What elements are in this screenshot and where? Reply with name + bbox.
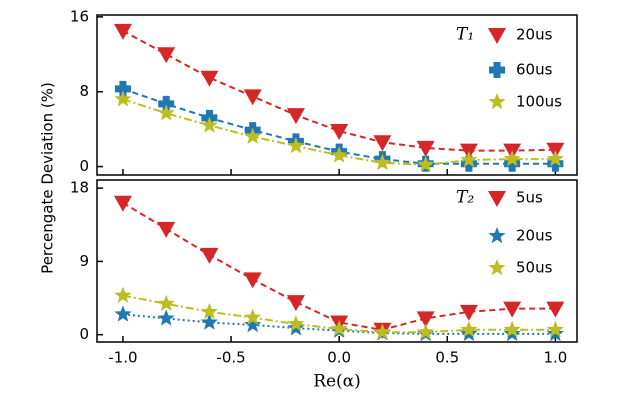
- data-point: [546, 320, 564, 338]
- data-point: [114, 305, 132, 322]
- data-point: [244, 127, 262, 144]
- data-point: [157, 309, 175, 326]
- y-axis-label: Percengate Deviation (%): [39, 82, 57, 274]
- data-point: [503, 320, 521, 338]
- data-point: [157, 47, 176, 64]
- data-point: [114, 80, 131, 97]
- y-tick-label: 9: [79, 252, 89, 270]
- legend-title: T₁: [456, 25, 474, 45]
- data-point: [546, 301, 565, 318]
- data-point: [287, 315, 305, 332]
- y-tick-label: 0: [79, 157, 89, 175]
- legend-label: 60us: [516, 61, 553, 79]
- data-point: [200, 247, 219, 264]
- data-point: [200, 313, 218, 330]
- data-point: [200, 116, 218, 133]
- legend-marker: [488, 259, 506, 276]
- x-tick-label: 0.0: [327, 349, 351, 367]
- legend-label: 50us: [516, 259, 553, 277]
- data-point: [373, 323, 391, 340]
- data-point: [286, 295, 305, 312]
- data-point: [460, 151, 478, 168]
- y-tick-label: 16: [70, 7, 89, 25]
- data-point: [416, 311, 435, 328]
- data-point: [157, 221, 176, 238]
- data-point: [546, 150, 564, 167]
- data-point: [244, 308, 262, 325]
- legend-marker: [489, 62, 505, 78]
- series-line: [122, 98, 556, 166]
- data-point: [113, 195, 132, 212]
- data-point: [244, 315, 262, 333]
- data-point: [157, 294, 175, 312]
- series-line: [122, 294, 556, 334]
- data-point: [286, 108, 305, 125]
- data-point: [416, 140, 435, 157]
- y-tick-label: 18: [70, 179, 89, 197]
- x-tick-label: -1.0: [108, 349, 137, 367]
- data-point: [158, 95, 175, 112]
- data-point: [373, 135, 392, 152]
- data-point: [373, 153, 391, 171]
- data-point: [330, 124, 349, 141]
- legend-label: 5us: [516, 189, 543, 207]
- series-line: [122, 201, 556, 331]
- x-axis-label: Re(α): [313, 372, 361, 392]
- legend-label: 20us: [516, 227, 553, 245]
- legend-label: 100us: [516, 93, 562, 111]
- data-point: [460, 320, 478, 338]
- x-tick-label: -0.5: [216, 349, 245, 367]
- series-line: [122, 30, 556, 152]
- data-point: [200, 70, 219, 87]
- data-point: [243, 89, 262, 106]
- data-point: [200, 302, 218, 320]
- data-point: [114, 286, 132, 303]
- data-point: [503, 150, 521, 167]
- data-point: [459, 304, 478, 321]
- data-point: [113, 23, 132, 40]
- data-point: [504, 155, 521, 172]
- legend-marker: [488, 191, 506, 207]
- data-point: [547, 155, 564, 172]
- data-point: [114, 90, 132, 107]
- legend-title: T₂: [456, 188, 474, 208]
- data-point: [417, 155, 435, 172]
- legend-marker: [488, 28, 506, 44]
- y-tick-label: 8: [79, 82, 89, 100]
- legend-label: 20us: [516, 26, 553, 44]
- data-point: [157, 104, 175, 121]
- data-point: [330, 319, 348, 337]
- plot-frame: [96, 14, 578, 176]
- data-point: [417, 323, 435, 340]
- legend-marker: [488, 93, 506, 110]
- data-point: [243, 272, 262, 289]
- x-tick-label: 1.0: [543, 349, 567, 367]
- data-point: [503, 301, 522, 318]
- data-point: [330, 146, 348, 163]
- y-tick-label: 0: [79, 325, 89, 343]
- data-point: [287, 136, 305, 154]
- x-tick-label: 0.5: [435, 349, 459, 367]
- legend-marker: [488, 227, 506, 244]
